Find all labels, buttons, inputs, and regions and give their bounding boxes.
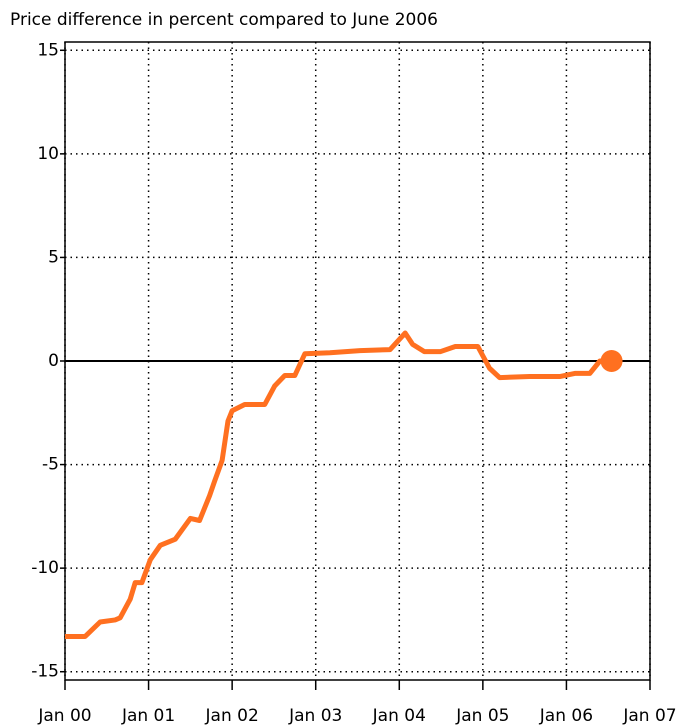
y-tick-label: 0 [48, 351, 59, 371]
y-tick-label: 15 [37, 40, 59, 60]
x-tick-label: Jan 06 [539, 706, 593, 726]
line-series [65, 330, 612, 639]
x-tick-label: Jan 02 [205, 706, 259, 726]
x-tick-label: Jan 05 [455, 706, 509, 726]
y-tick-label: 5 [48, 247, 59, 267]
x-tick-label: Jan 01 [121, 706, 175, 726]
x-tick-label: Jan 04 [372, 706, 426, 726]
end-marker [600, 350, 623, 372]
y-tick-label: -5 [42, 455, 59, 475]
y-tick-label: -10 [31, 558, 59, 578]
x-tick-label: Jan 07 [622, 706, 676, 726]
y-tick-label: 10 [37, 144, 59, 164]
y-tick-label: -15 [31, 662, 59, 682]
chart-title: Price difference in percent compared to … [10, 10, 438, 30]
x-tick-label: Jan 03 [288, 706, 342, 726]
x-tick-label: Jan 00 [37, 706, 91, 726]
